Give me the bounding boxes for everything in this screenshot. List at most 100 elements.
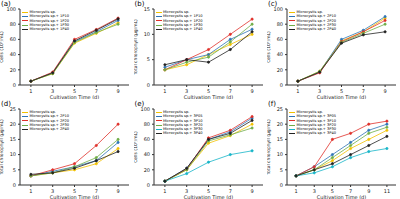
svg-text:0: 0 (280, 182, 283, 188)
html-text:(f): (f) (268, 100, 276, 108)
html-text:Microcystis sp.+ 2P20: Microcystis sp.+ 2P20 (296, 18, 336, 23)
svg-text:7: 7 (228, 188, 231, 194)
svg-text:Cultivation Time (d): Cultivation Time (d) (317, 194, 367, 199)
svg-text:0: 0 (280, 82, 283, 88)
svg-text:9: 9 (117, 188, 120, 194)
svg-text:0: 0 (146, 182, 149, 188)
svg-text:20: 20 (143, 167, 149, 173)
html-text:(d): (d) (1, 100, 11, 108)
svg-text:5: 5 (146, 56, 149, 62)
svg-text:100: 100 (140, 106, 150, 112)
svg-text:1: 1 (29, 188, 32, 194)
svg-text:7: 7 (95, 188, 98, 194)
html-text:Microcystis sp.+ 1P30: Microcystis sp.+ 1P30 (163, 22, 203, 27)
svg-text:Cells (10⁵/mL): Cells (10⁵/mL) (267, 31, 271, 63)
svg-text:Cultivation Time (d): Cultivation Time (d) (183, 94, 233, 99)
svg-text:80: 80 (10, 21, 16, 27)
svg-text:100: 100 (273, 6, 283, 12)
svg-text:60: 60 (143, 136, 149, 142)
svg-text:20: 20 (10, 67, 16, 73)
svg-text:Cultivation Time (d): Cultivation Time (d) (50, 194, 100, 199)
svg-text:11: 11 (384, 188, 390, 194)
svg-text:Cultivation Time (d): Cultivation Time (d) (50, 94, 100, 99)
svg-text:80: 80 (143, 121, 149, 127)
svg-text:10: 10 (10, 151, 16, 157)
html-text:Microcystis sp.+ 1P20: Microcystis sp.+ 1P20 (163, 18, 203, 23)
svg-text:9: 9 (117, 88, 120, 94)
svg-text:7: 7 (362, 88, 365, 94)
html-text:Microcystis sp.+ 2P20: Microcystis sp.+ 2P20 (29, 118, 69, 123)
svg-text:20: 20 (277, 67, 283, 73)
html-text:Microcystis sp.+ 1P10: Microcystis sp.+ 1P10 (29, 14, 69, 19)
svg-text:60: 60 (10, 36, 16, 42)
svg-text:0: 0 (13, 182, 16, 188)
svg-text:10: 10 (143, 31, 149, 37)
svg-text:25: 25 (277, 106, 283, 112)
html-text:Microcystis sp.+ 1P40: Microcystis sp.+ 1P40 (163, 27, 203, 32)
svg-text:9: 9 (250, 88, 253, 94)
svg-text:25: 25 (10, 106, 16, 112)
html-text:(a): (a) (1, 0, 11, 8)
svg-text:1: 1 (294, 188, 297, 194)
html-text:(b): (b) (134, 0, 145, 8)
svg-text:20: 20 (277, 121, 283, 127)
svg-text:7: 7 (95, 88, 98, 94)
svg-text:9: 9 (250, 188, 253, 194)
html-text:Microcystis sp.+ 1P20: Microcystis sp.+ 1P20 (29, 18, 69, 23)
svg-text:0: 0 (146, 82, 149, 88)
html-text:Microcystis sp.+ 3P05: Microcystis sp.+ 3P05 (163, 114, 203, 119)
svg-text:Cells (10⁵/mL): Cells (10⁵/mL) (134, 131, 138, 163)
svg-text:0: 0 (13, 82, 16, 88)
svg-text:5: 5 (280, 167, 283, 173)
svg-text:5: 5 (206, 188, 209, 194)
svg-text:1: 1 (296, 88, 299, 94)
svg-text:40: 40 (143, 151, 149, 157)
html-text:Microcystis sp.+ 2P40: Microcystis sp.+ 2P40 (296, 27, 336, 32)
svg-text:9: 9 (384, 88, 387, 94)
svg-text:5: 5 (206, 88, 209, 94)
html-text:(e): (e) (134, 100, 145, 108)
svg-text:20: 20 (10, 121, 16, 127)
svg-text:15: 15 (277, 136, 283, 142)
svg-text:40: 40 (10, 51, 16, 57)
svg-text:3: 3 (51, 88, 54, 94)
html-text:Microcystis sp.+ 2P10: Microcystis sp.+ 2P10 (296, 14, 336, 19)
svg-text:7: 7 (228, 88, 231, 94)
svg-text:3: 3 (185, 88, 188, 94)
svg-text:1: 1 (29, 88, 32, 94)
html-text:Microcystis sp.+ 1P10: Microcystis sp.+ 1P10 (163, 14, 203, 19)
svg-text:3: 3 (185, 188, 188, 194)
html-text:Microcystis sp.+ 1P30: Microcystis sp.+ 1P30 (29, 22, 69, 27)
svg-text:40: 40 (277, 51, 283, 57)
html-text:Microcystis sp.+ 3P10: Microcystis sp.+ 3P10 (163, 118, 203, 123)
html-text:Microcystis sp.+ 2P10: Microcystis sp.+ 2P10 (29, 114, 69, 119)
svg-text:15: 15 (143, 6, 149, 12)
svg-text:9: 9 (367, 188, 370, 194)
svg-text:1: 1 (163, 88, 166, 94)
svg-text:Total chlorophyll (μg/mL): Total chlorophyll (μg/mL) (134, 19, 138, 76)
svg-text:15: 15 (10, 136, 16, 142)
svg-text:3: 3 (51, 188, 54, 194)
svg-text:80: 80 (277, 21, 283, 27)
svg-text:10: 10 (277, 151, 283, 157)
html-text:Microcystis sp.+ 2P40: Microcystis sp.+ 2P40 (29, 127, 69, 132)
html-text:Microcystis sp.+ 2P30: Microcystis sp.+ 2P30 (29, 122, 69, 127)
html-text:Microcystis sp.+ 3P20: Microcystis sp.+ 3P20 (163, 122, 203, 127)
svg-text:100: 100 (8, 6, 16, 12)
svg-text:1: 1 (163, 188, 166, 194)
html-text:Microcystis sp.+ 1P40: Microcystis sp.+ 1P40 (29, 27, 69, 32)
svg-text:7: 7 (349, 188, 352, 194)
html-text:Microcystis sp.+ 2P30: Microcystis sp.+ 2P30 (296, 22, 336, 27)
svg-text:3: 3 (318, 88, 321, 94)
svg-text:5: 5 (13, 167, 16, 173)
svg-text:60: 60 (277, 36, 283, 42)
svg-text:Cultivation Time (d): Cultivation Time (d) (317, 94, 367, 99)
svg-text:5: 5 (73, 188, 76, 194)
svg-text:Cultivation Time (d): Cultivation Time (d) (183, 194, 233, 199)
svg-text:5: 5 (73, 88, 76, 94)
html-text:(c): (c) (268, 0, 278, 8)
svg-text:5: 5 (331, 188, 334, 194)
svg-text:3: 3 (313, 188, 316, 194)
svg-text:5: 5 (340, 88, 343, 94)
svg-text:Total chlorophyll (μg/mL): Total chlorophyll (μg/mL) (267, 119, 271, 176)
